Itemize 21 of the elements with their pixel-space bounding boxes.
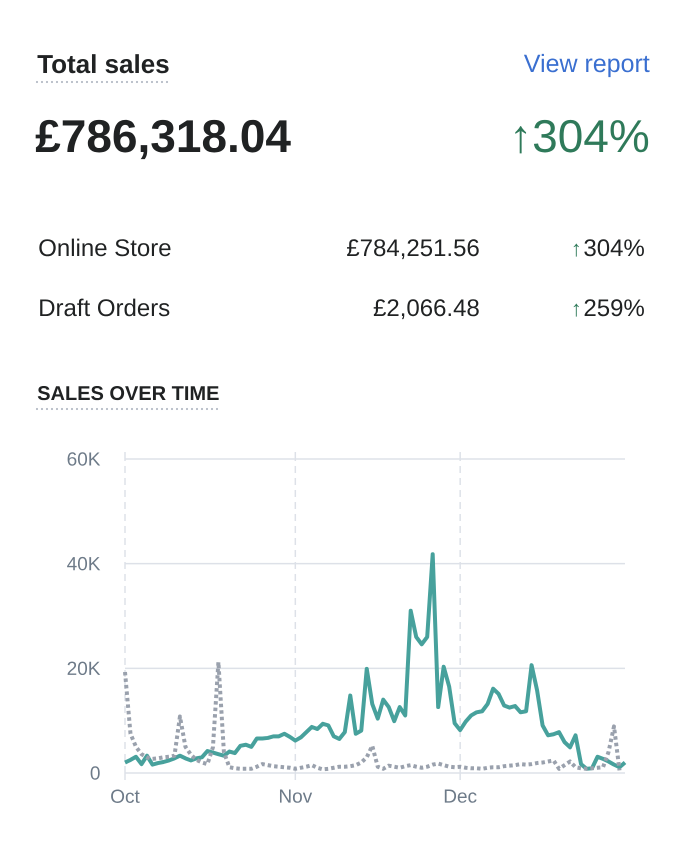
text: 304% xyxy=(584,239,644,256)
text: ↑ xyxy=(574,244,579,257)
text: Online Store xyxy=(39,238,171,256)
x-tick-label: Dec xyxy=(444,790,477,803)
line-series xyxy=(123,552,627,771)
x-tick-label: Nov xyxy=(280,790,312,803)
text: 259% xyxy=(584,299,644,316)
y-tick-label: 60K xyxy=(68,452,100,466)
text: £786,318.04 xyxy=(36,120,291,160)
y-tick-label: 20K xyxy=(68,662,100,676)
text: £784,251.56 xyxy=(347,239,479,260)
text: View report xyxy=(524,54,650,78)
text: ↑304% xyxy=(515,120,648,154)
y-tick-label: 0 xyxy=(90,766,100,780)
chart-title: Total sales xyxy=(38,54,169,74)
x-tick-label: Oct xyxy=(111,790,140,803)
chart-subtitle: SALES OVER TIME xyxy=(38,386,219,400)
text: ↑ xyxy=(574,304,579,317)
text: £2,066.48 xyxy=(374,299,479,320)
text: Draft Orders xyxy=(40,298,170,316)
y-tick-label: 40K xyxy=(67,556,100,570)
